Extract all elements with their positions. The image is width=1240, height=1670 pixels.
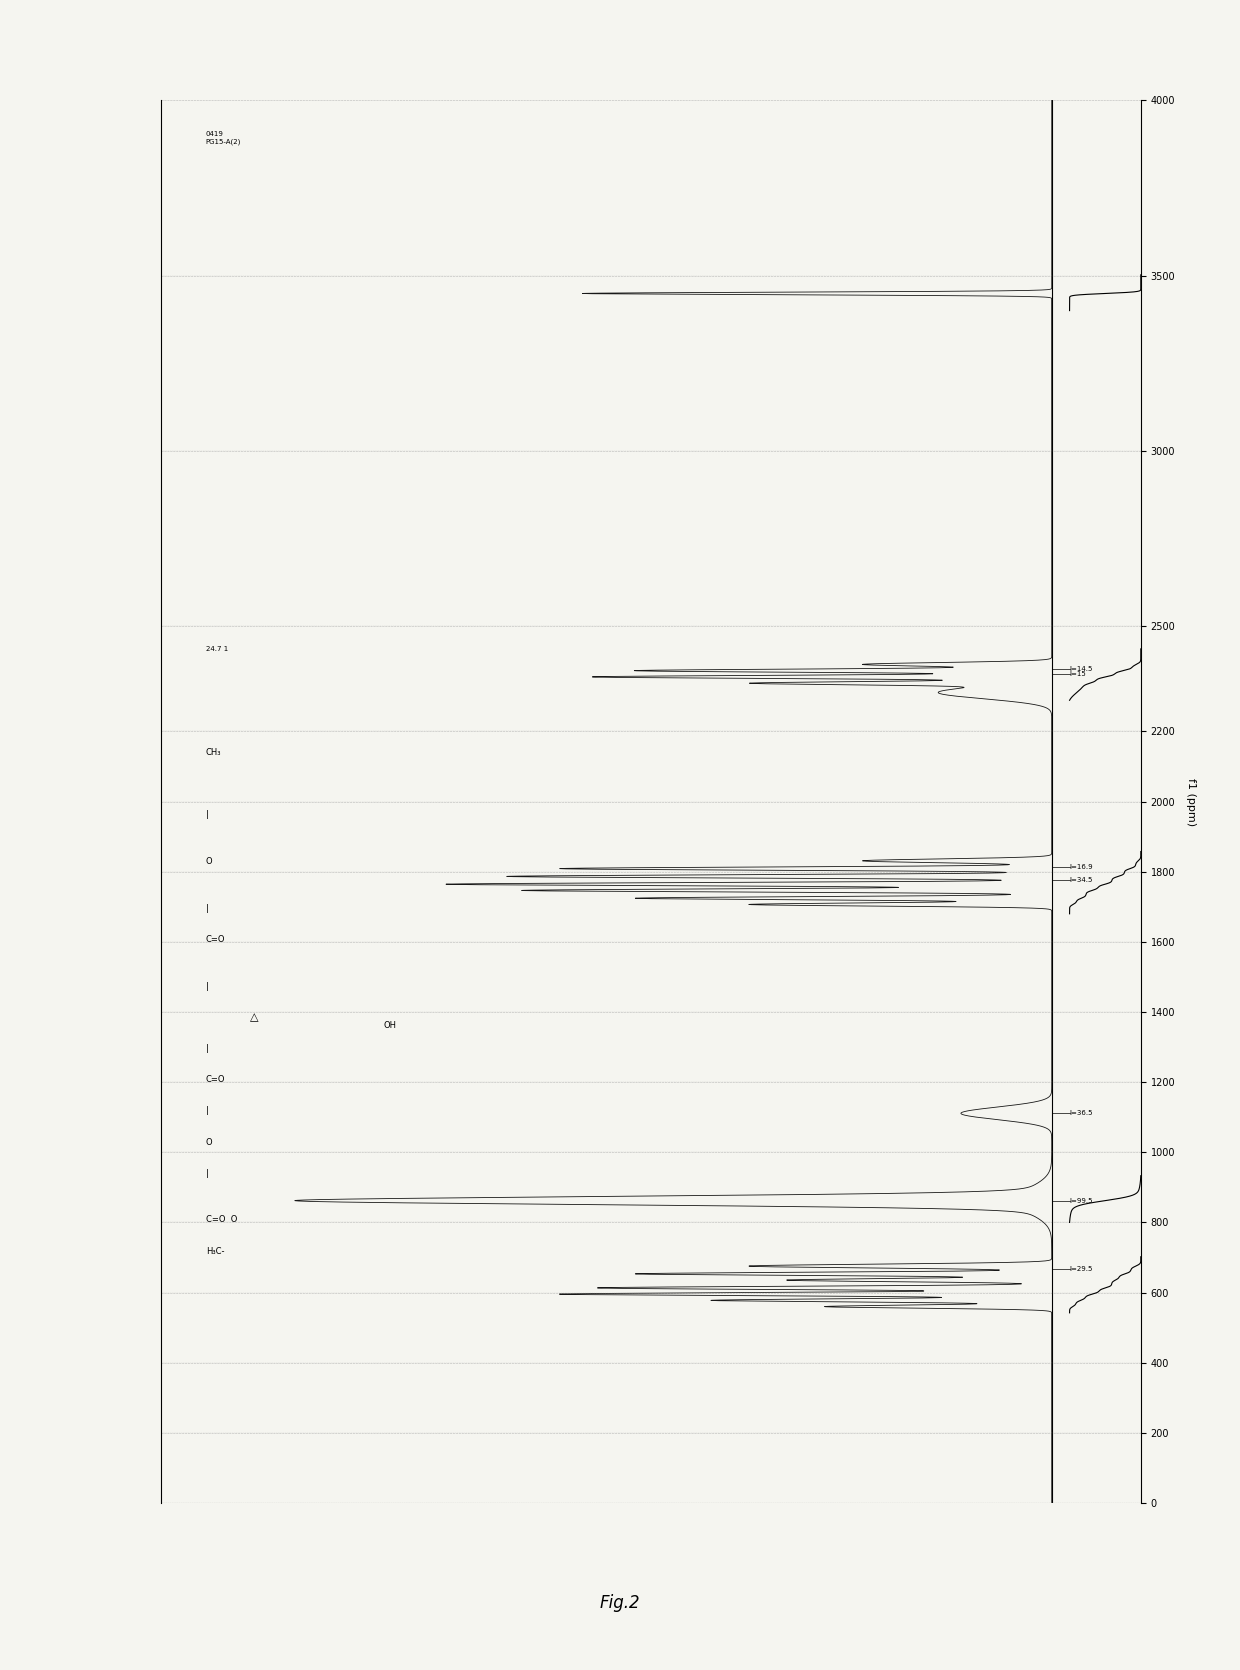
Y-axis label: f1 (ppm): f1 (ppm) — [1187, 778, 1197, 825]
Text: I=29.5: I=29.5 — [1070, 1266, 1092, 1273]
Text: I=14.5: I=14.5 — [1070, 666, 1092, 671]
Text: O: O — [206, 1137, 212, 1147]
Text: C=O: C=O — [206, 935, 226, 944]
Text: Fig.2: Fig.2 — [600, 1595, 640, 1612]
Text: |: | — [206, 810, 208, 820]
Text: C=O  O: C=O O — [206, 1216, 237, 1224]
Text: I=36.5: I=36.5 — [1070, 1111, 1092, 1116]
Text: |: | — [206, 982, 208, 990]
Text: |: | — [206, 1169, 208, 1177]
Text: I=34.5: I=34.5 — [1070, 877, 1092, 882]
Text: OH: OH — [384, 1020, 397, 1030]
Text: 24.7 1: 24.7 1 — [206, 646, 228, 651]
Text: I=15: I=15 — [1070, 671, 1086, 676]
Text: |: | — [206, 1044, 208, 1054]
Text: |: | — [206, 1106, 208, 1116]
Text: 0419
PG15-A(2): 0419 PG15-A(2) — [206, 132, 241, 145]
Text: I=16.9: I=16.9 — [1070, 863, 1094, 870]
Text: O: O — [206, 857, 212, 867]
Text: △: △ — [250, 1012, 259, 1022]
Text: H₃C-: H₃C- — [206, 1246, 224, 1256]
Text: I=99.5: I=99.5 — [1070, 1197, 1092, 1204]
Text: CH₃: CH₃ — [206, 748, 221, 757]
Text: C=O: C=O — [206, 1075, 226, 1084]
Text: |: | — [206, 903, 208, 913]
